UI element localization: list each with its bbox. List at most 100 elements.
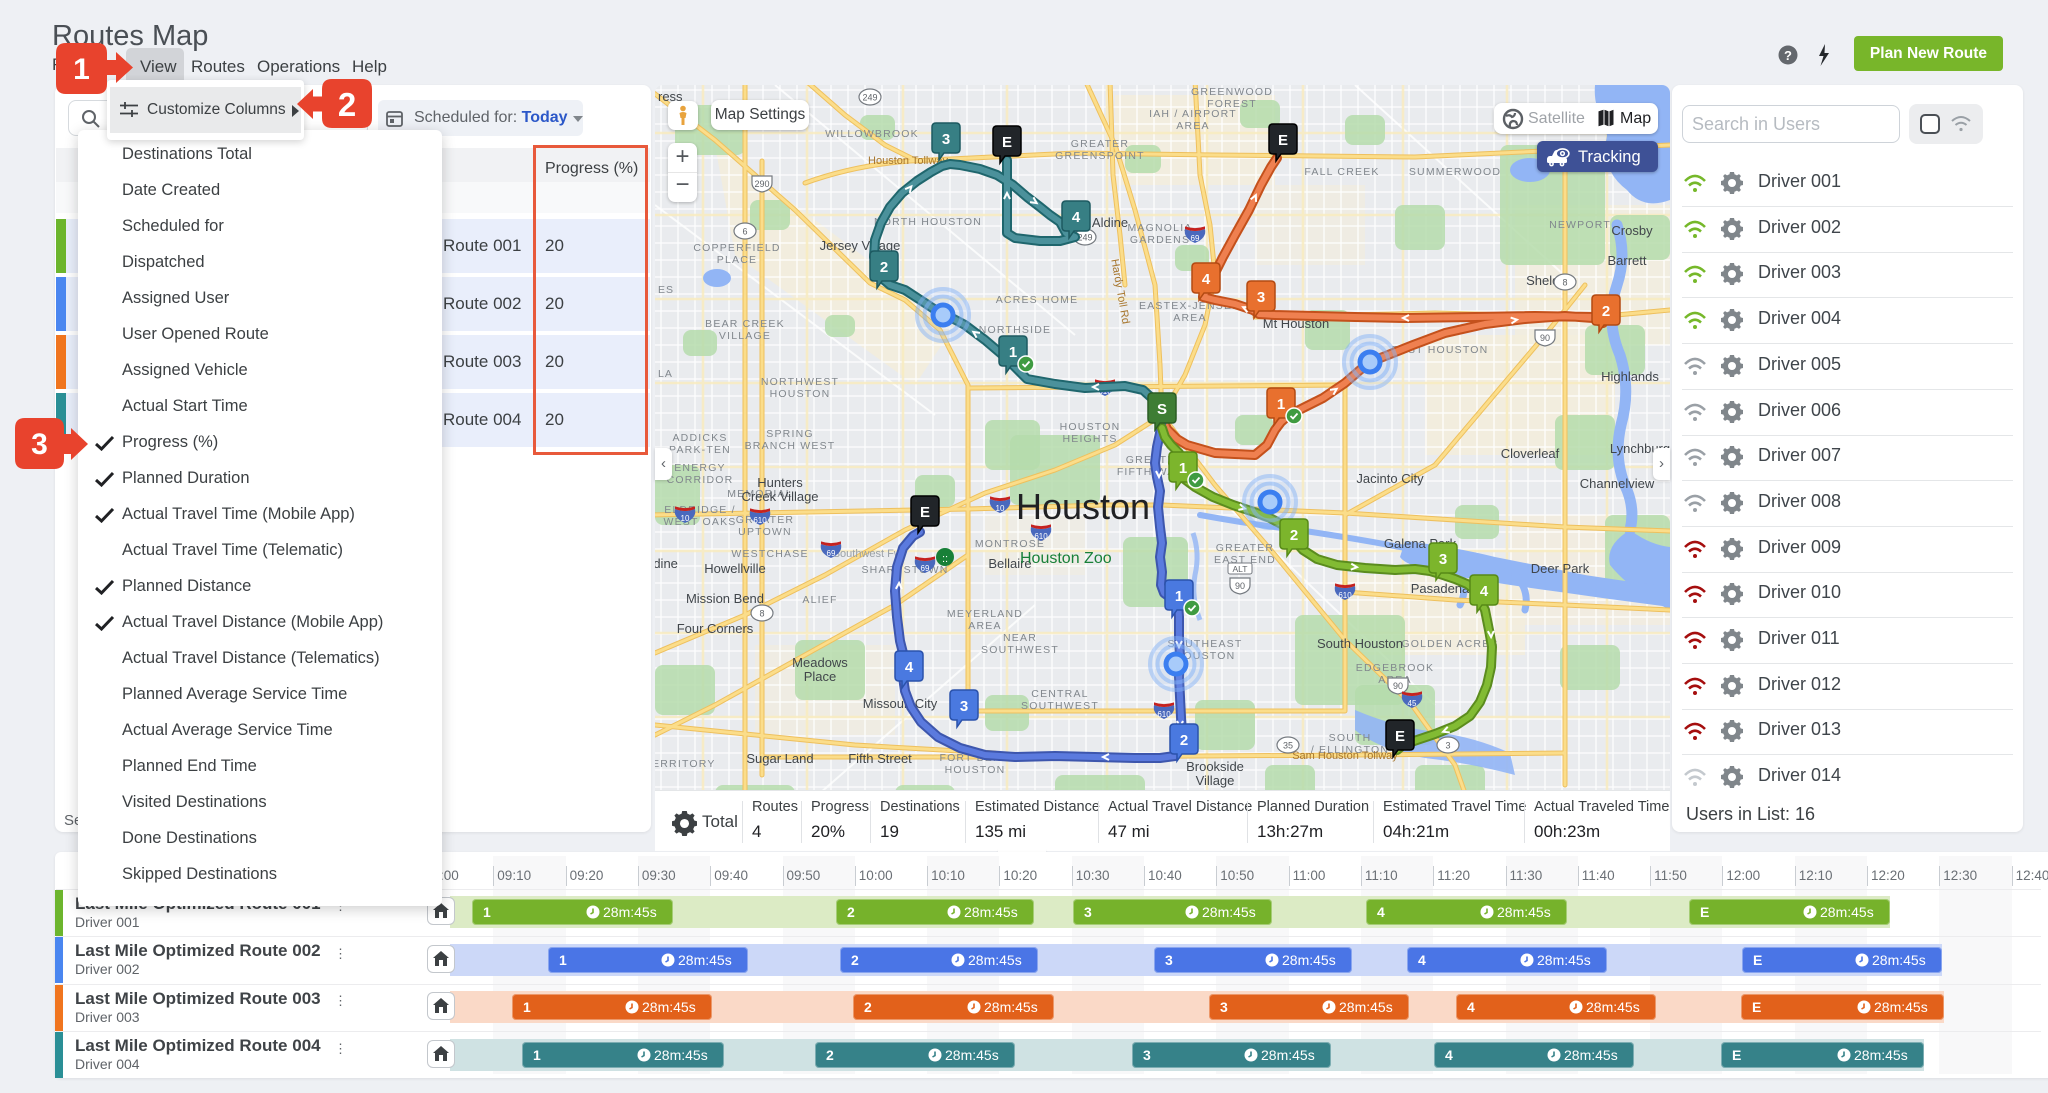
svg-text:Creek Village: Creek Village — [741, 489, 818, 504]
svg-text:SUMMERWOOD: SUMMERWOOD — [1409, 166, 1501, 178]
svg-text:4: 4 — [1072, 209, 1081, 226]
svg-text:HOUSTON: HOUSTON — [1060, 421, 1121, 433]
svg-text:MEYERLAND: MEYERLAND — [947, 608, 1023, 620]
svg-text:SHARPSTOWN: SHARPSTOWN — [861, 564, 948, 576]
svg-text:AREA: AREA — [1176, 120, 1209, 132]
svg-text:Jacinto City: Jacinto City — [1356, 471, 1424, 486]
svg-text:AREA: AREA — [968, 620, 1001, 632]
svg-text:8: 8 — [759, 609, 764, 619]
svg-text:NEWPORT: NEWPORT — [1549, 219, 1611, 231]
svg-text:BRANCH WEST: BRANCH WEST — [745, 440, 836, 452]
svg-text:6: 6 — [742, 227, 747, 237]
svg-text:E: E — [1278, 132, 1288, 149]
svg-text:1: 1 — [1179, 460, 1187, 477]
svg-text:IAH / AIRPORT: IAH / AIRPORT — [1149, 108, 1237, 120]
svg-text:South Houston: South Houston — [1317, 636, 1403, 651]
svg-text:4: 4 — [1202, 271, 1211, 288]
svg-text:3: 3 — [960, 698, 968, 715]
svg-text:Deer Park: Deer Park — [1531, 561, 1590, 576]
svg-text:BEAR CREEK: BEAR CREEK — [705, 318, 785, 330]
svg-text:Barrett: Barrett — [1607, 253, 1646, 268]
svg-text:GOLDEN ACRES: GOLDEN ACRES — [1401, 638, 1498, 650]
svg-text:/ ELLINGTON: / ELLINGTON — [1311, 744, 1389, 756]
svg-text:Howellville: Howellville — [704, 561, 765, 576]
svg-text:GREENWOOD: GREENWOOD — [1191, 86, 1273, 98]
svg-text:ADDICKS: ADDICKS — [672, 432, 727, 444]
svg-text:GREATER: GREATER — [1216, 542, 1274, 554]
svg-text:Jersey Village: Jersey Village — [820, 238, 901, 253]
svg-text:45: 45 — [1408, 699, 1417, 708]
svg-text:Southwest Fwy: Southwest Fwy — [833, 548, 908, 560]
svg-text:Village: Village — [1196, 773, 1235, 788]
svg-text:610: 610 — [1157, 710, 1171, 719]
svg-text:ALIEF: ALIEF — [802, 594, 837, 606]
svg-text:Pasadena: Pasadena — [1411, 581, 1470, 596]
svg-text:290: 290 — [754, 179, 769, 189]
svg-text:2: 2 — [338, 86, 356, 123]
svg-text:SPRING: SPRING — [766, 428, 813, 440]
svg-text:3: 3 — [31, 428, 48, 461]
svg-text:PARK-TEN: PARK-TEN — [669, 444, 731, 456]
svg-text:610: 610 — [1034, 532, 1048, 541]
svg-text:Hunters: Hunters — [757, 475, 803, 490]
svg-text:SOUTHWEST: SOUTHWEST — [1021, 700, 1099, 712]
svg-text:610: 610 — [753, 516, 767, 525]
svg-text:4: 4 — [1480, 583, 1489, 600]
svg-text:LA: LA — [658, 368, 673, 380]
svg-text:2: 2 — [880, 259, 888, 276]
svg-text:249: 249 — [1077, 233, 1092, 243]
svg-text:NORTHSIDE: NORTHSIDE — [979, 324, 1051, 336]
svg-text:CORRIDOR: CORRIDOR — [667, 474, 734, 486]
svg-text:SOUTH: SOUTH — [1329, 732, 1372, 744]
svg-text:COPPERFIELD: COPPERFIELD — [693, 242, 780, 254]
svg-text:HOUSTON: HOUSTON — [770, 388, 831, 400]
svg-text:1: 1 — [1175, 588, 1183, 605]
svg-text:69: 69 — [1191, 234, 1200, 243]
svg-text:E: E — [1395, 728, 1405, 745]
svg-text:610: 610 — [1338, 591, 1352, 600]
svg-text:Meadows: Meadows — [792, 655, 848, 670]
svg-text:::: :: — [942, 553, 948, 565]
svg-text:NEAR: NEAR — [1003, 632, 1037, 644]
svg-text:1: 1 — [1277, 396, 1285, 413]
svg-text:Brookside: Brookside — [1186, 759, 1244, 774]
svg-text:Aldine: Aldine — [1092, 215, 1128, 230]
svg-text:4: 4 — [905, 659, 914, 676]
svg-text:Highlands: Highlands — [1601, 369, 1659, 384]
svg-text:249: 249 — [862, 93, 877, 103]
svg-text:Sam Houston Tollway: Sam Houston Tollway — [1292, 750, 1398, 762]
svg-text:1: 1 — [73, 53, 90, 86]
svg-text:GREATER: GREATER — [1071, 138, 1129, 150]
svg-text:UPTOWN: UPTOWN — [738, 526, 792, 538]
svg-text:FOREST: FOREST — [1207, 98, 1257, 110]
svg-text:3: 3 — [1439, 551, 1447, 568]
svg-text:NORTH HOUSTON: NORTH HOUSTON — [874, 216, 982, 228]
svg-text:8: 8 — [1562, 278, 1567, 288]
svg-text:ress: ress — [658, 89, 683, 104]
svg-text:WESTCHASE: WESTCHASE — [731, 548, 808, 560]
svg-text:10: 10 — [996, 504, 1005, 513]
svg-text:69: 69 — [827, 549, 836, 558]
svg-text:Four Corners: Four Corners — [677, 621, 754, 636]
svg-text:Houston: Houston — [1016, 486, 1150, 527]
svg-text:E: E — [920, 504, 930, 521]
svg-text:AREA: AREA — [1173, 312, 1206, 324]
svg-text:NORTHWEST: NORTHWEST — [761, 376, 839, 388]
svg-text:MONTROSE: MONTROSE — [975, 538, 1045, 550]
svg-text:Fifth Street: Fifth Street — [848, 751, 912, 766]
svg-text:90: 90 — [1235, 581, 1245, 591]
svg-text:WEST OAKS: WEST OAKS — [663, 516, 736, 528]
svg-text:Missouri City: Missouri City — [863, 696, 938, 711]
svg-text:odine: odine — [655, 556, 678, 571]
svg-text:HEIGHTS: HEIGHTS — [1062, 433, 1117, 445]
svg-text:2: 2 — [1290, 527, 1298, 544]
svg-text:Mission Bend: Mission Bend — [686, 591, 764, 606]
svg-text:Sugar Land: Sugar Land — [746, 751, 813, 766]
svg-text:Crosby: Crosby — [1611, 223, 1653, 238]
svg-text:HOUSTON: HOUSTON — [945, 764, 1006, 776]
svg-text:VILLAGE: VILLAGE — [719, 330, 771, 342]
svg-text:Houston Tollway: Houston Tollway — [868, 155, 948, 167]
svg-text:2: 2 — [1602, 303, 1610, 320]
svg-text:ENERGY: ENERGY — [674, 462, 726, 474]
svg-text:ALT: ALT — [1233, 564, 1248, 574]
